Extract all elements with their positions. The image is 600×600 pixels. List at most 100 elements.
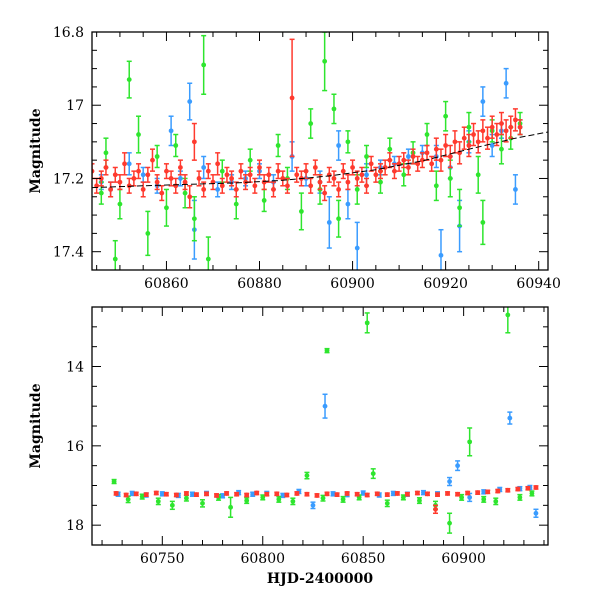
x-axis: 60750 60800 60850 60900 [101,307,545,567]
data-point [276,496,282,502]
data-point [215,187,221,192]
data-point [461,135,467,141]
data-point [401,157,407,163]
data-point [475,172,481,178]
data-point [455,491,461,497]
data-point [294,172,300,178]
data-point [443,113,449,119]
data-point [508,124,514,130]
data-point [308,121,314,126]
data-point [525,485,531,491]
data-point [513,117,518,123]
x-tick-label: 60880 [237,276,282,292]
data-point [359,172,365,178]
data-point [275,143,281,148]
data-point [374,491,380,497]
x-tick-label: 60750 [140,551,185,567]
y-axis-title: Magnitude [28,108,44,193]
data-point [457,205,462,211]
data-point [103,150,109,156]
data-point [340,496,346,502]
data-point [178,176,183,181]
data-point [220,493,225,499]
data-point [459,495,465,500]
data-point [250,491,256,497]
y-tick-label: 16 [66,439,84,455]
data-point [447,176,453,181]
data-point [435,492,440,498]
data-point [219,183,225,189]
data-point [330,491,336,497]
data-point [447,154,453,159]
data-point [320,495,326,501]
data-point [447,520,452,526]
data-point [191,216,197,222]
data-point [494,132,500,137]
data-point [234,491,240,497]
data-point [201,165,207,170]
data-point [533,485,539,490]
data-point [126,183,132,189]
data-point [266,172,272,178]
data-point [143,492,149,498]
series-1 [98,67,523,270]
data-point [204,491,209,497]
data-point [154,179,160,185]
data-point [481,489,487,495]
data-point [452,139,458,145]
data-point [182,190,188,196]
data-point [224,491,229,496]
trend-curve [92,131,548,189]
data-point [354,187,360,192]
data-point [344,491,350,496]
data-point [384,492,390,498]
data-point [155,498,161,504]
data-point [480,220,486,225]
data-point [324,348,330,354]
x-axis: 60860 60880 60900 60920 60940 [96,32,561,292]
data-point [122,161,127,167]
data-point [326,220,332,225]
data-point [445,491,450,496]
data-point [312,165,318,170]
x-tick-label: 60850 [341,551,386,567]
data-point [505,487,511,493]
data-point [252,183,258,189]
data-point [159,491,165,497]
y-tick-label: 17 [66,98,84,114]
data-point [400,495,406,500]
y-tick-label: 16.8 [53,25,84,41]
data-point [182,179,188,185]
data-point [254,490,260,496]
data-point [117,179,123,185]
data-point [336,216,342,222]
data-point [233,201,239,207]
data-point [438,252,444,258]
data-point [314,493,320,498]
data-point [126,161,132,167]
data-point [117,201,123,207]
data-point [364,320,370,326]
data-point [331,176,337,181]
data-point [433,183,439,189]
data-point [429,161,435,167]
data-point [150,157,155,163]
data-point [131,176,137,181]
data-point [370,471,376,476]
y-axis-title: Magnitude [28,383,44,468]
y-axis: 14 16 18 [66,306,548,546]
data-point [271,187,276,192]
data-point [294,491,300,496]
data-point [310,502,316,508]
y-tick-label: 14 [66,360,84,376]
data-point [244,498,250,503]
data-point [133,491,139,497]
data-point [215,161,221,167]
data-point [98,176,104,181]
data-point [111,479,117,484]
data-point [465,490,471,496]
top-panel: 60860 60880 60900 60920 60940 16.8 17 17.2 17.4 M… [28,25,561,292]
data-point [187,99,193,104]
data-point [503,128,509,134]
x-tick-label: 60940 [516,276,561,292]
